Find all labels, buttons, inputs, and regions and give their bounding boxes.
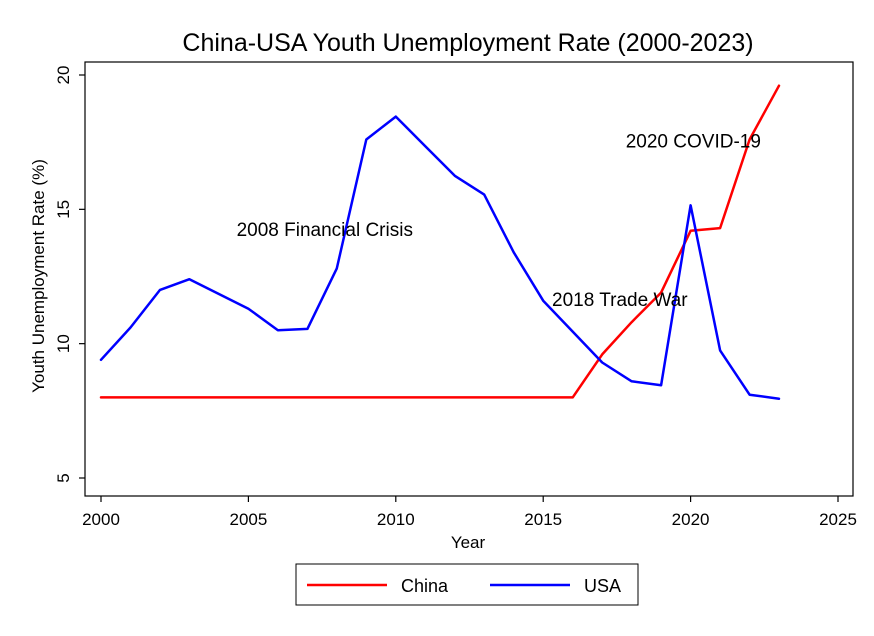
y-tick-label-20: 20 bbox=[54, 66, 73, 85]
x-tick-label-2015: 2015 bbox=[524, 510, 562, 529]
series-line-usa bbox=[99, 115, 781, 400]
y-tick-label-10: 10 bbox=[54, 334, 73, 353]
legend-label-usa: USA bbox=[584, 576, 621, 596]
x-tick-label-2010: 2010 bbox=[377, 510, 415, 529]
annotations: 2008 Financial Crisis 2018 Trade War 2020 … bbox=[237, 132, 761, 312]
x-tick-label-2000: 2000 bbox=[82, 510, 120, 529]
y-tick-label-15: 15 bbox=[54, 200, 73, 219]
y-axis-label: Youth Unemployment Rate (%) bbox=[29, 159, 48, 393]
y-tick-label-5: 5 bbox=[54, 473, 73, 482]
annotation-1: 2018 Trade War bbox=[552, 290, 688, 311]
chart-title: China-USA Youth Unemployment Rate (2000-… bbox=[182, 29, 753, 57]
legend: China USA bbox=[295, 563, 639, 606]
annotation-2: 2020 COVID-19 bbox=[626, 132, 761, 153]
series-layer bbox=[99, 84, 781, 400]
series-line-china bbox=[99, 84, 781, 399]
x-tick-label-2020: 2020 bbox=[672, 510, 710, 529]
plot-area bbox=[84, 61, 854, 497]
x-tick-label-2025: 2025 bbox=[819, 510, 857, 529]
annotation-0: 2008 Financial Crisis bbox=[237, 220, 413, 241]
x-tick-label-2005: 2005 bbox=[229, 510, 267, 529]
x-axis: 2000 2005 2010 2015 2020 2025 bbox=[82, 496, 857, 529]
x-axis-label: Year bbox=[451, 533, 486, 552]
y-axis: 5 10 15 20 bbox=[54, 66, 85, 483]
legend-label-china: China bbox=[401, 576, 449, 596]
